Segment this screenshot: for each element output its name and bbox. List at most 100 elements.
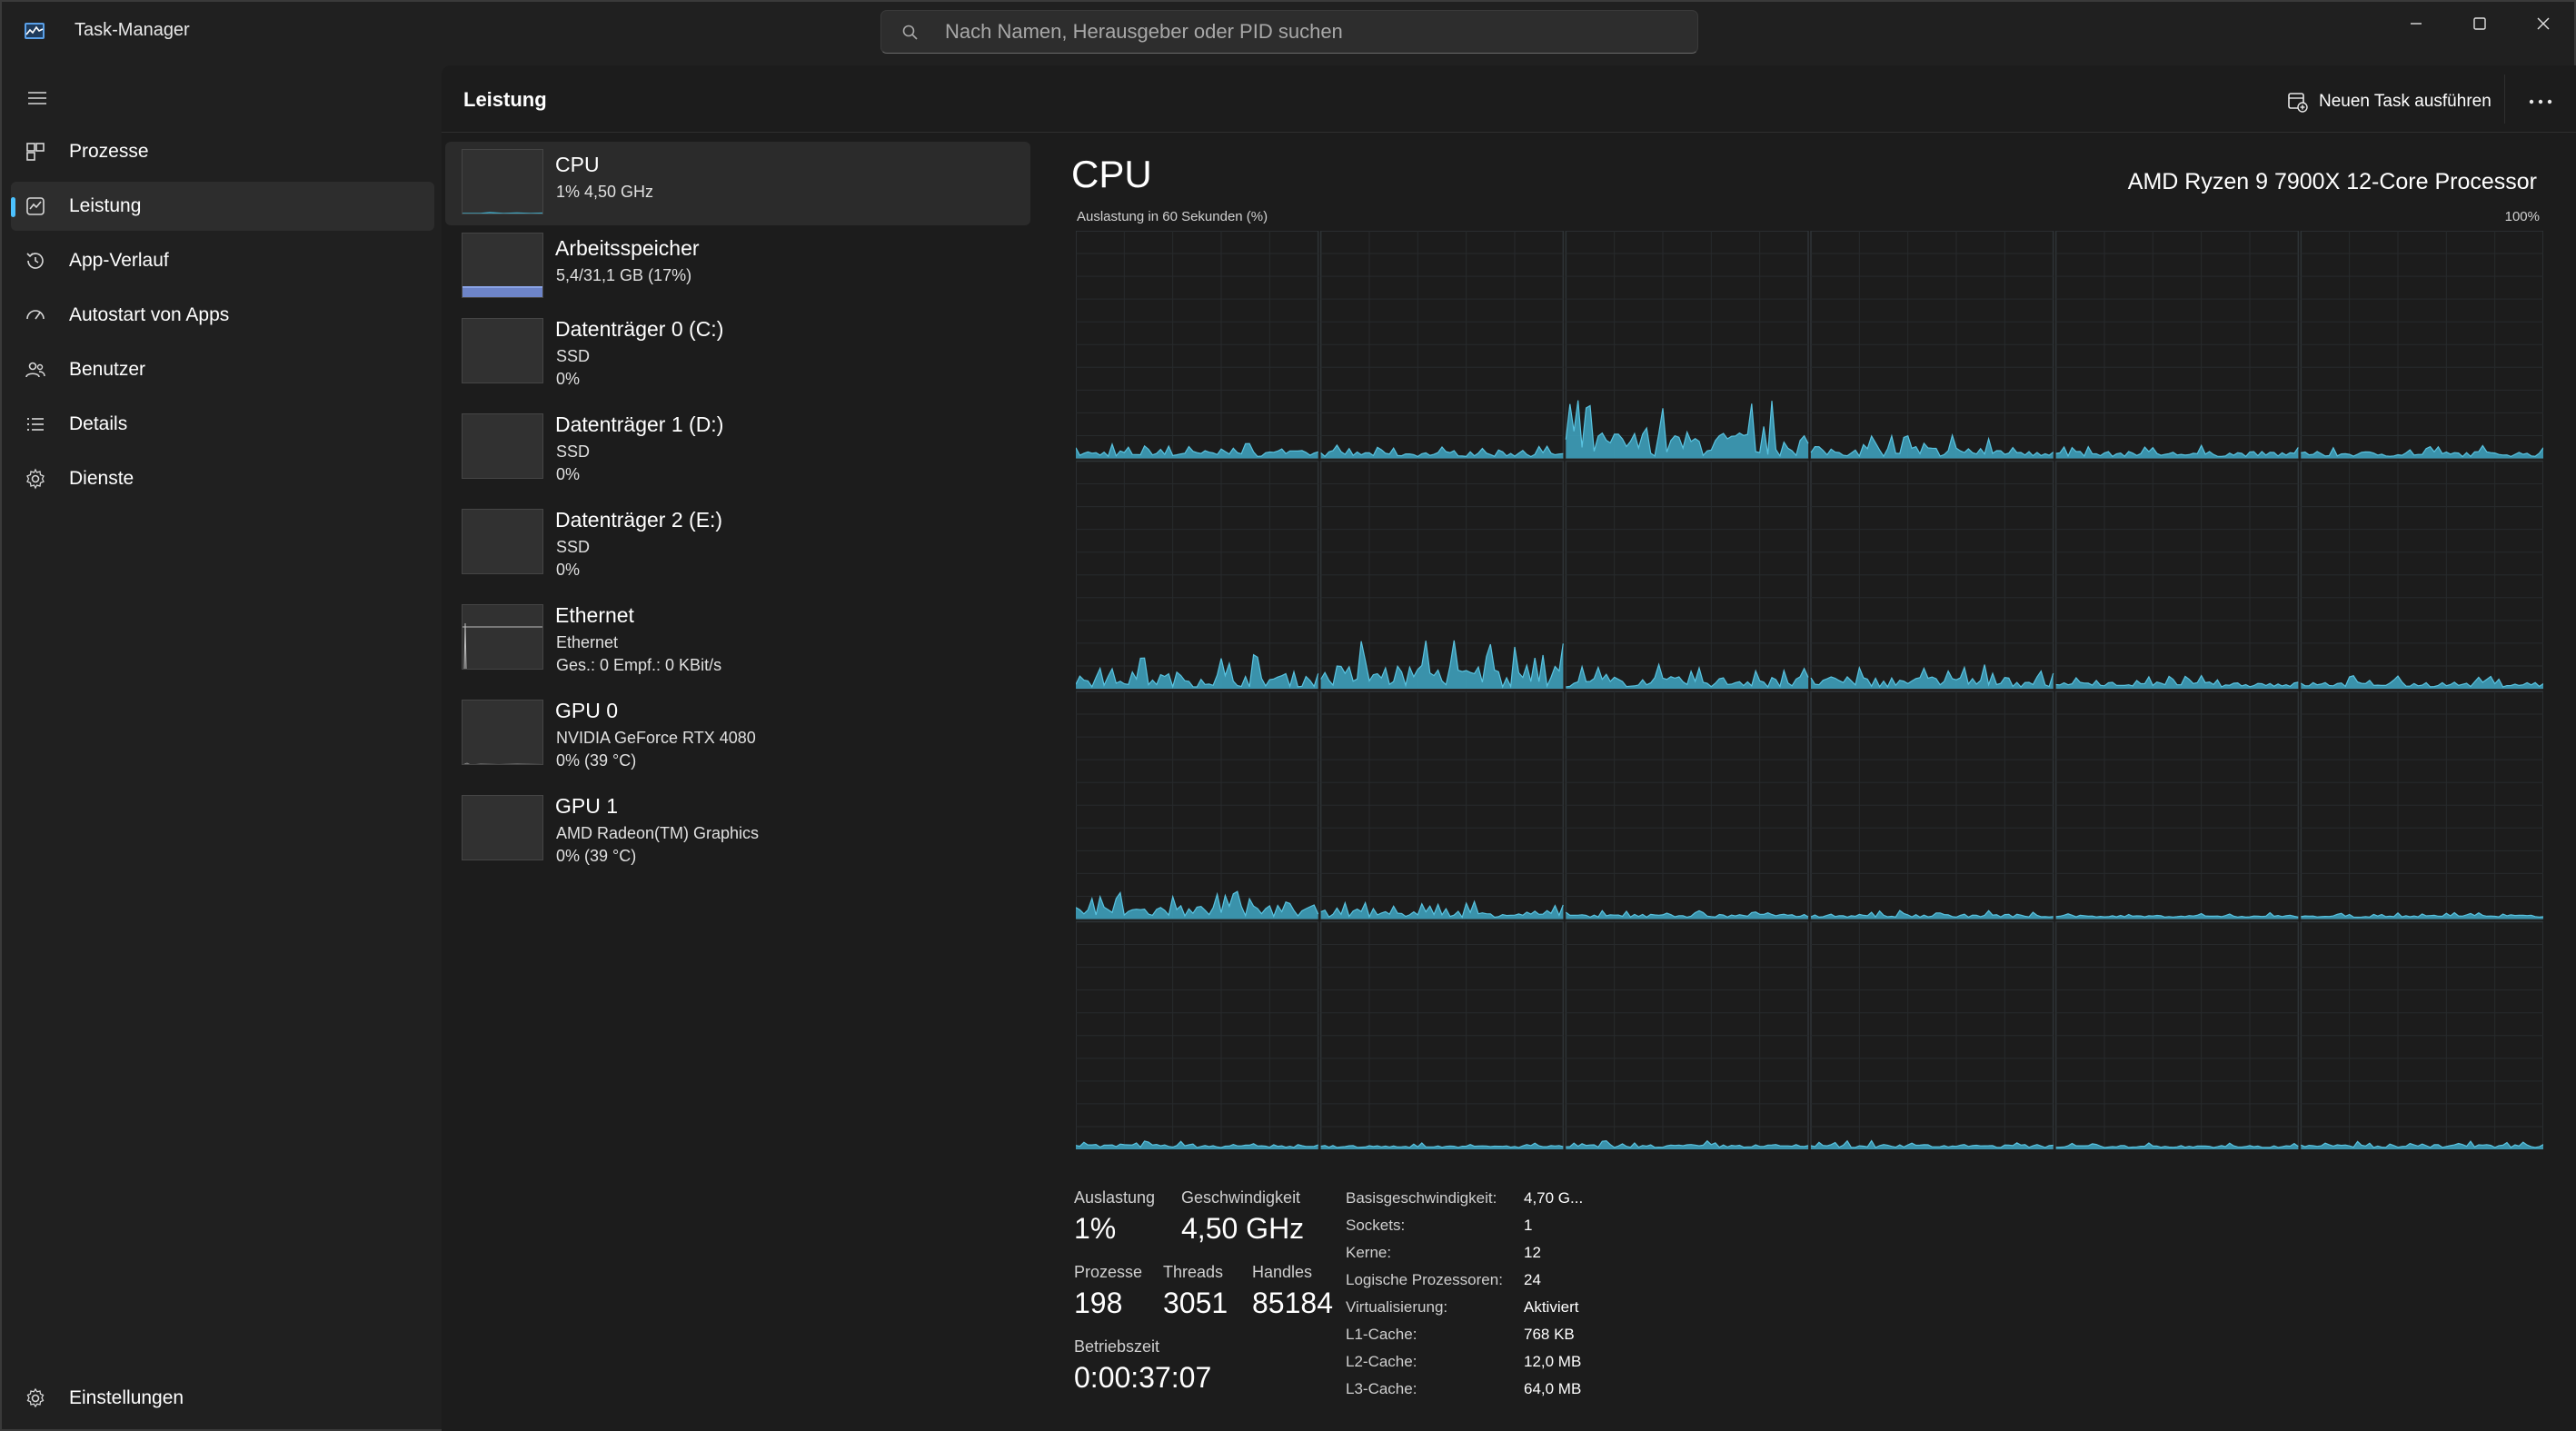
sidebar-item-prozesse[interactable]: Prozesse (11, 127, 434, 176)
minimize-icon (2411, 23, 2422, 25)
usage-line (1810, 664, 2054, 689)
gpu-0-thumbnail-graph (462, 700, 543, 765)
device-item-gpu-1[interactable]: GPU 1 AMD Radeon(TM) Graphics 0% (39 °C) (445, 782, 1030, 866)
logical-processor-graph-1 (1319, 231, 1565, 460)
usage-line (2055, 911, 2299, 919)
logical-processor-graph-20 (1565, 920, 1809, 1149)
info-label: L2-Cache: (1346, 1353, 1417, 1370)
sidebar-item-label: Dienste (69, 468, 134, 489)
disk-0-thumbnail-graph (462, 318, 543, 383)
run-new-task-label: Neuen Task ausführen (2319, 92, 2491, 111)
usage-line (2055, 1142, 2299, 1148)
sidebar-item-label: Benutzer (69, 359, 146, 380)
device-name: GPU 1 (555, 794, 619, 818)
usage-line (2301, 444, 2543, 458)
history-icon (26, 253, 44, 269)
device-detail: Ethernet (556, 633, 619, 651)
startup-icon (26, 310, 45, 320)
app-title: Task-Manager (75, 20, 190, 40)
device-name: GPU 0 (555, 699, 619, 722)
device-detail: SSD (556, 538, 591, 556)
menu-toggle-button[interactable] (18, 82, 56, 114)
device-item-disk-2[interactable]: Datenträger 2 (E:) SSD 0% (445, 496, 1030, 580)
speed-value: 4,50 GHz (1181, 1212, 1305, 1245)
processes-value: 198 (1074, 1287, 1123, 1319)
device-name: Ethernet (555, 603, 634, 627)
cpu-thumbnail-graph (462, 149, 543, 214)
utilization-label: Auslastung (1074, 1188, 1156, 1207)
close-button[interactable] (2510, 2, 2576, 45)
search-input[interactable] (945, 11, 1672, 53)
device-name: Datenträger 0 (C:) (555, 317, 724, 341)
search-icon (902, 25, 918, 40)
logical-processor-graph-21 (1810, 920, 2054, 1149)
sidebar-item-benutzer[interactable]: Benutzer (11, 345, 434, 394)
sidebar-item-autostart[interactable]: Autostart von Apps (11, 291, 434, 340)
logical-processor-graph-5 (2300, 231, 2543, 460)
device-detail: 5,4/31,1 GB (17%) (556, 266, 692, 284)
sidebar-item-app-verlauf[interactable]: App-Verlauf (11, 236, 434, 285)
title-bar: Task-Manager (2, 2, 2574, 62)
info-value: 24 (1524, 1271, 1541, 1288)
sidebar-item-details[interactable]: Details (11, 400, 434, 449)
info-label: L3-Cache: (1346, 1380, 1417, 1397)
usage-area (1320, 1143, 1564, 1149)
usage-line (2300, 674, 2543, 688)
main-panel: Leistung Neuen Task ausführen (442, 65, 2576, 1431)
info-label: Kerne: (1346, 1244, 1392, 1261)
task-manager-app-icon (25, 23, 45, 39)
threads-value: 3051 (1163, 1287, 1228, 1319)
maximize-button[interactable] (2446, 2, 2513, 45)
ethernet-thumbnail-graph (462, 604, 543, 670)
device-item-cpu[interactable]: CPU 1% 4,50 GHz (445, 142, 1030, 225)
usage-area (1320, 640, 1564, 689)
device-detail: 0% (556, 561, 581, 579)
handles-label: Handles (1252, 1263, 1313, 1281)
device-item-memory[interactable]: Arbeitsspeicher 5,4/31,1 GB (17%) (445, 225, 1030, 309)
settings-label: Einstellungen (69, 1387, 184, 1408)
usage-line (1565, 909, 1809, 919)
threads-label: Threads (1163, 1263, 1224, 1281)
info-value: 12,0 MB (1524, 1353, 1582, 1370)
page-title: Leistung (463, 88, 547, 111)
usage-area (1320, 445, 1564, 459)
usage-area (1076, 654, 1318, 689)
memory-usage-fill (462, 286, 542, 297)
info-label: L1-Cache: (1346, 1326, 1417, 1343)
sidebar-item-einstellungen[interactable]: Einstellungen (11, 1374, 434, 1423)
device-detail: 0% (39 °C) (556, 847, 637, 865)
logical-processor-graph-22 (2054, 920, 2300, 1149)
device-item-disk-1[interactable]: Datenträger 1 (D:) SSD 0% (445, 401, 1030, 484)
usage-area (2301, 675, 2543, 689)
usage-line (2055, 674, 2299, 688)
handles-value: 85184 (1252, 1287, 1333, 1319)
usage-line (1810, 909, 2054, 919)
minimize-button[interactable] (2382, 2, 2450, 45)
sidebar-item-label: Autostart von Apps (69, 304, 230, 325)
usage-line (1076, 653, 1319, 690)
usage-area (2301, 1141, 2543, 1149)
device-item-gpu-0[interactable]: GPU 0 NVIDIA GeForce RTX 4080 0% (39 °C) (445, 687, 1030, 770)
speed-label: Geschwindigkeit (1181, 1188, 1301, 1207)
logical-processor-graph-23 (2300, 920, 2543, 1149)
run-new-task-button[interactable]: Neuen Task ausführen (2286, 84, 2491, 120)
details-icon (27, 418, 44, 431)
info-value: 12 (1524, 1244, 1541, 1261)
logical-processor-graph-13 (1319, 691, 1565, 920)
usage-line (1076, 890, 1319, 919)
device-detail: SSD (556, 347, 591, 365)
logical-processor-graph-18 (1076, 920, 1319, 1149)
logical-processor-graph-12 (1076, 691, 1319, 920)
device-detail: 0% (556, 465, 581, 483)
device-item-disk-0[interactable]: Datenträger 0 (C:) SSD 0% (445, 305, 1030, 389)
processor-model: AMD Ryzen 9 7900X 12-Core Processor (2127, 169, 2537, 194)
search-box[interactable] (880, 10, 1698, 54)
sidebar-item-leistung[interactable]: Leistung (11, 182, 434, 231)
more-options-button[interactable] (2522, 84, 2559, 120)
sidebar-item-dienste[interactable]: Dienste (11, 454, 434, 503)
device-name: Arbeitsspeicher (555, 236, 700, 260)
usage-area (1811, 435, 2054, 459)
device-item-ethernet[interactable]: Ethernet Ethernet Ges.: 0 Empf.: 0 KBit/… (445, 591, 1030, 675)
device-detail: SSD (556, 442, 591, 461)
maximize-icon (2473, 17, 2486, 30)
